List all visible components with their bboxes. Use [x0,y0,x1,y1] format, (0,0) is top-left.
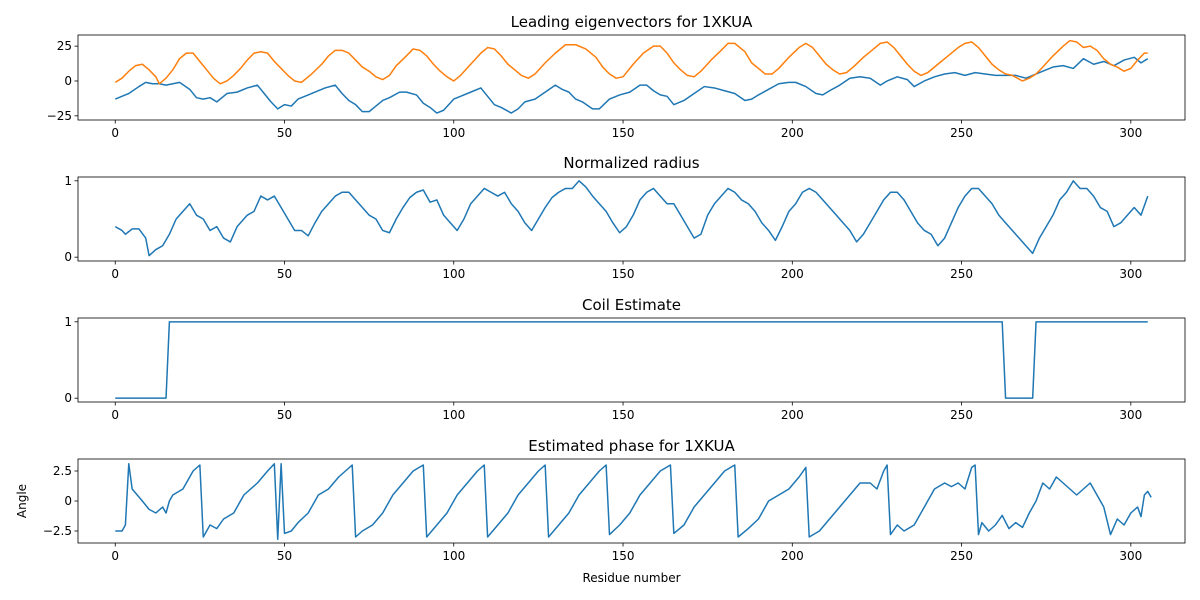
x-tick-label: 150 [612,267,635,281]
x-tick-label: 0 [111,267,119,281]
subplot-title: Leading eigenvectors for 1XKUA [511,13,753,31]
subplot-title: Normalized radius [563,154,699,172]
subplot-estimated-phase: Estimated phase for 1XKUA Residue number… [15,437,1186,585]
y-tick-label: 0 [64,74,72,88]
x-tick-label: 150 [612,408,635,422]
y-tick-label: 1 [64,315,72,329]
subplot-title: Estimated phase for 1XKUA [528,437,735,455]
x-tick-label: 200 [781,267,804,281]
x-tick-label: 100 [442,126,465,140]
x-tick-label: 100 [442,267,465,281]
x-tick-label: 150 [612,549,635,563]
y-tick-label: 25 [57,39,72,53]
axes-frame [77,176,1186,262]
x-tick-label: 50 [277,408,292,422]
x-tick-label: 200 [781,126,804,140]
x-tick-label: 150 [612,126,635,140]
series-line-1 [115,321,1148,399]
x-tick-label: 100 [442,549,465,563]
x-tick-label: 250 [950,408,973,422]
subplot-eigenvectors: Leading eigenvectors for 1XKUA 0 50 100 150… [47,13,1186,140]
x-tick-label: 0 [111,549,119,563]
x-tick-label: 250 [950,126,973,140]
x-tick-label: 300 [1119,408,1142,422]
y-tick-label: 0 [64,250,72,264]
subplot-title: Coil Estimate [582,296,681,314]
axes-frame [77,458,1186,544]
x-tick-label: 200 [781,408,804,422]
axes-frame [77,317,1186,403]
y-axis-label: Angle [15,484,29,518]
x-tick-label: 250 [950,549,973,563]
subplot-normalized-radius: Normalized radius 0 50 100 150 200 250 300 0 1 [64,154,1186,281]
subplot-coil-estimate: Coil Estimate 0 50 100 150 200 250 300 0 1 [64,296,1186,422]
y-tick-label: 0 [64,391,72,405]
x-tick-label: 0 [111,126,119,140]
y-tick-label: −2.5 [43,524,72,538]
y-tick-label: 1 [64,174,72,188]
x-tick-label: 300 [1119,549,1142,563]
series-line-2 [114,39,1148,85]
x-tick-label: 50 [277,267,292,281]
y-tick-label: 2.5 [53,464,72,478]
x-tick-label: 0 [111,408,119,422]
x-tick-label: 50 [277,126,292,140]
x-tick-label: 50 [277,549,292,563]
x-tick-label: 250 [950,267,973,281]
series-line-1 [114,180,1149,257]
x-tick-label: 300 [1119,267,1142,281]
x-tick-label: 300 [1119,126,1142,140]
x-axis-label: Residue number [582,571,680,585]
x-tick-label: 200 [781,549,804,563]
x-tick-label: 100 [442,408,465,422]
axes-frame [77,34,1186,121]
series-line-1 [115,463,1152,541]
y-tick-label: −25 [47,109,72,123]
series-line-1 [114,56,1149,114]
y-tick-label: 0 [64,494,72,508]
